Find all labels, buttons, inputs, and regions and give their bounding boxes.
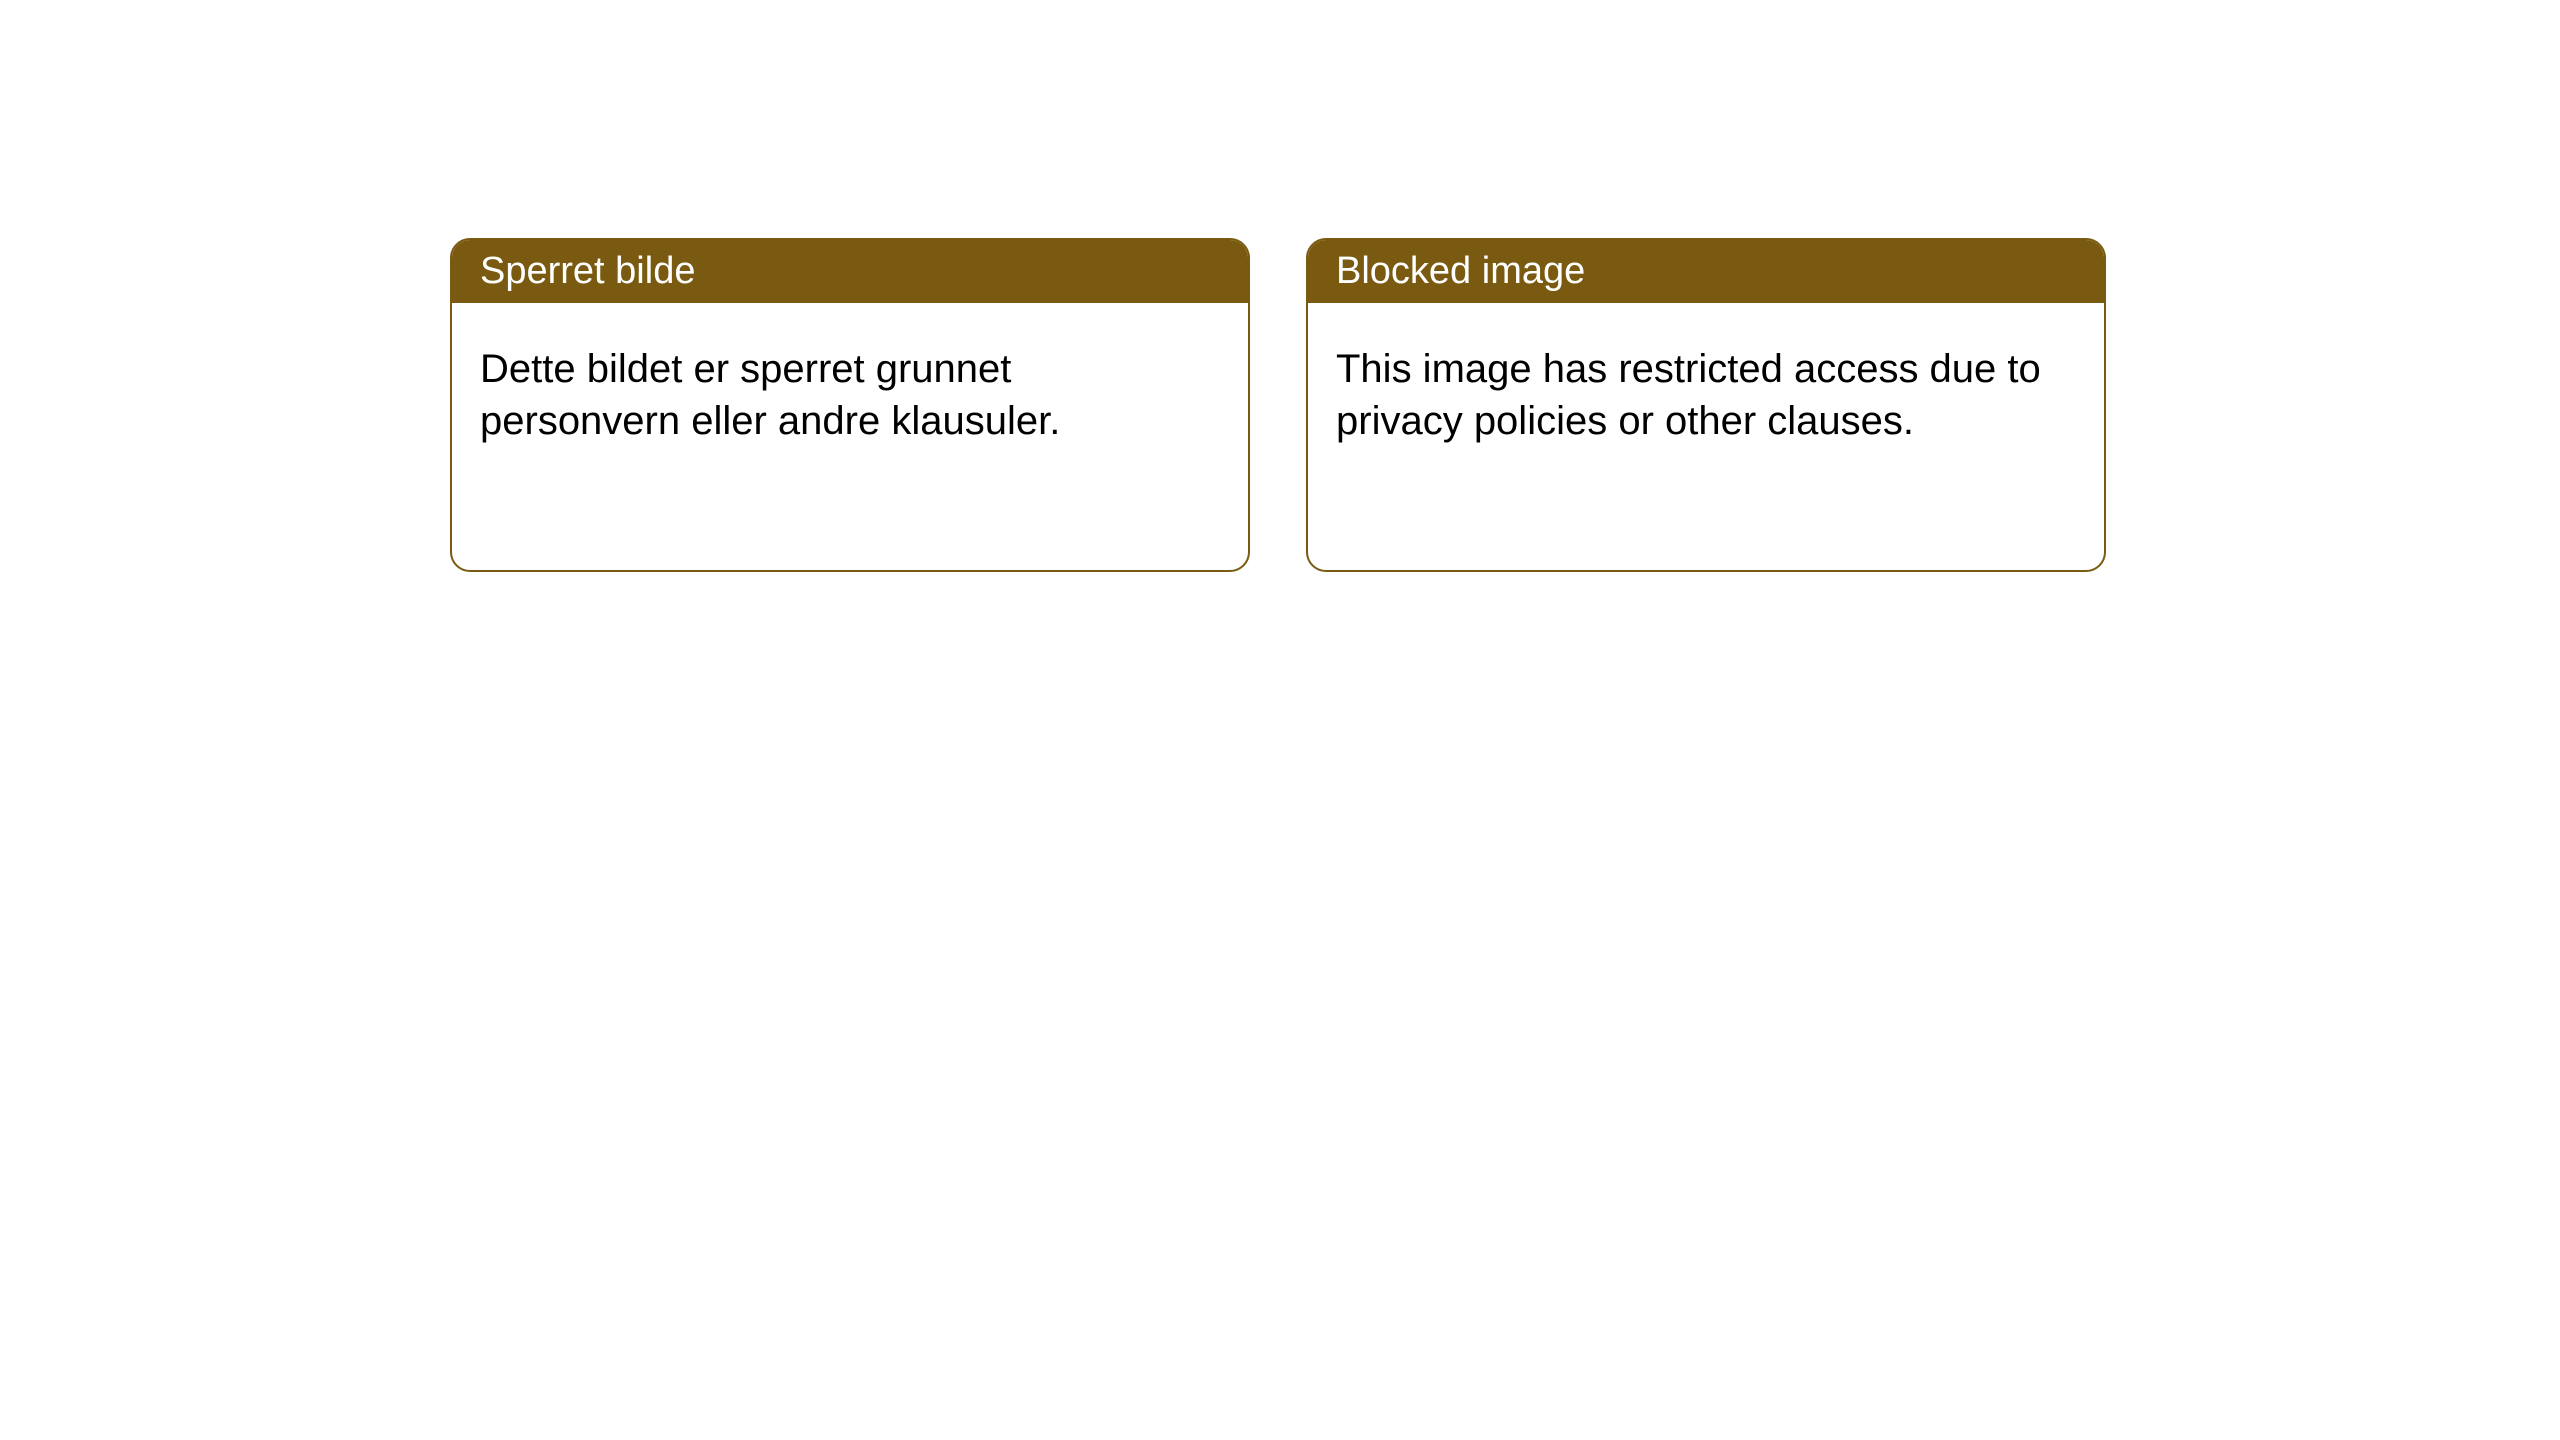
card-text-norwegian: Dette bildet er sperret grunnet personve… xyxy=(480,347,1060,443)
card-english: Blocked image This image has restricted … xyxy=(1306,238,2106,572)
card-body-english: This image has restricted access due to … xyxy=(1308,303,2104,487)
card-text-english: This image has restricted access due to … xyxy=(1336,347,2041,443)
card-title-norwegian: Sperret bilde xyxy=(480,250,695,292)
card-title-english: Blocked image xyxy=(1336,250,1585,292)
card-norwegian: Sperret bilde Dette bildet er sperret gr… xyxy=(450,238,1250,572)
card-header-norwegian: Sperret bilde xyxy=(452,240,1248,303)
card-header-english: Blocked image xyxy=(1308,240,2104,303)
card-body-norwegian: Dette bildet er sperret grunnet personve… xyxy=(452,303,1248,487)
cards-container: Sperret bilde Dette bildet er sperret gr… xyxy=(450,238,2106,572)
